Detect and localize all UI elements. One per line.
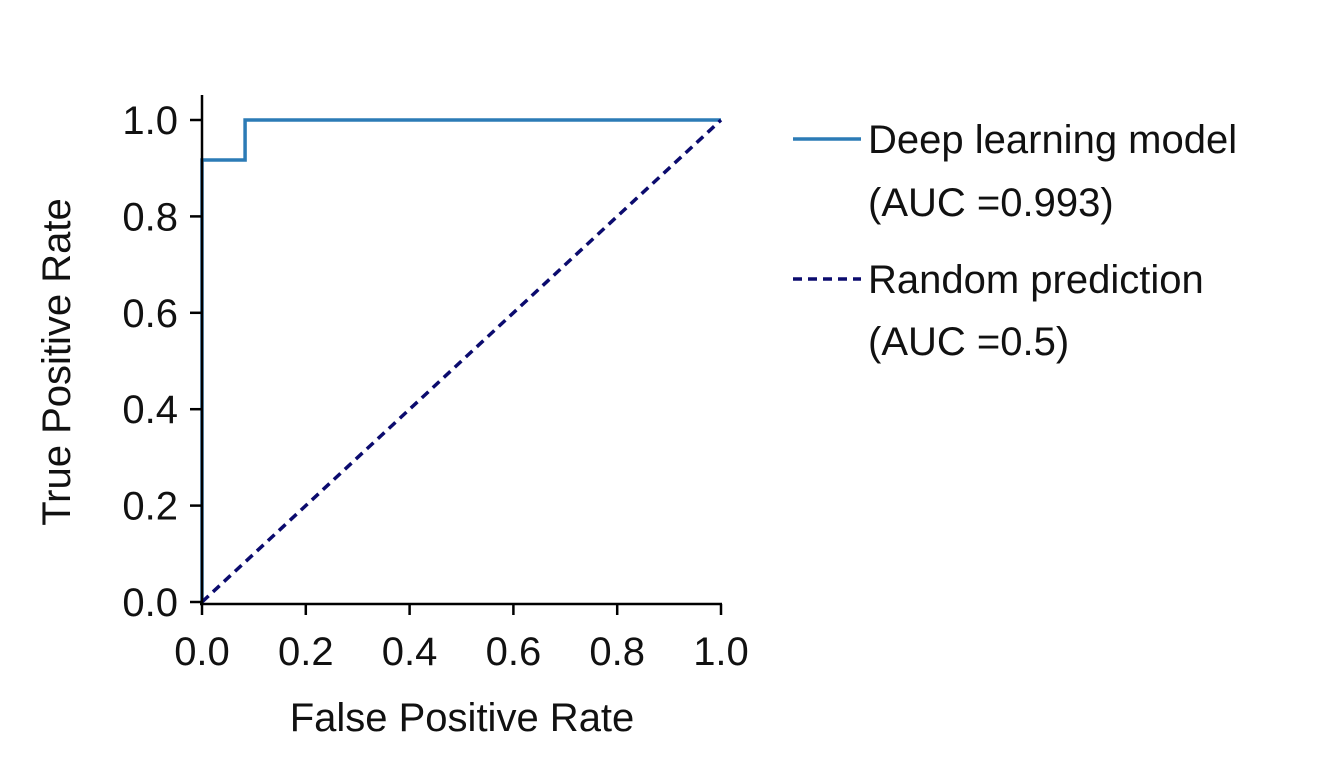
x-axis-ticks: 0.0 0.2 0.4 0.6 0.8 1.0 — [174, 604, 749, 674]
x-tick-label: 0.0 — [174, 630, 230, 674]
plot-area — [200, 118, 723, 604]
y-tick-label: 1.0 — [122, 99, 178, 143]
legend: Deep learning model (AUC =0.993) Random … — [793, 118, 1237, 364]
y-tick-label: 0.6 — [122, 292, 178, 336]
y-tick-label: 0.8 — [122, 195, 178, 239]
y-axis-label: True Positive Rate — [35, 198, 79, 526]
x-tick-label: 0.2 — [278, 630, 334, 674]
legend-auc-random: (AUC =0.5) — [868, 320, 1069, 364]
series-line-random-prediction — [200, 118, 723, 604]
x-tick-label: 0.6 — [486, 630, 542, 674]
x-tick-label: 1.0 — [693, 630, 749, 674]
x-tick-label: 0.4 — [382, 630, 438, 674]
legend-label-random: Random prediction — [868, 258, 1204, 302]
y-tick-label: 0.4 — [122, 388, 178, 432]
y-tick-label: 0.2 — [122, 485, 178, 529]
legend-auc-deep-learning: (AUC =0.993) — [868, 181, 1114, 225]
legend-label-deep-learning: Deep learning model — [868, 118, 1237, 162]
y-axis-ticks: 0.0 0.2 0.4 0.6 0.8 1.0 — [122, 99, 202, 625]
x-tick-label: 0.8 — [589, 630, 645, 674]
x-axis-label: False Positive Rate — [290, 696, 635, 740]
y-tick-label: 0.0 — [122, 581, 178, 625]
